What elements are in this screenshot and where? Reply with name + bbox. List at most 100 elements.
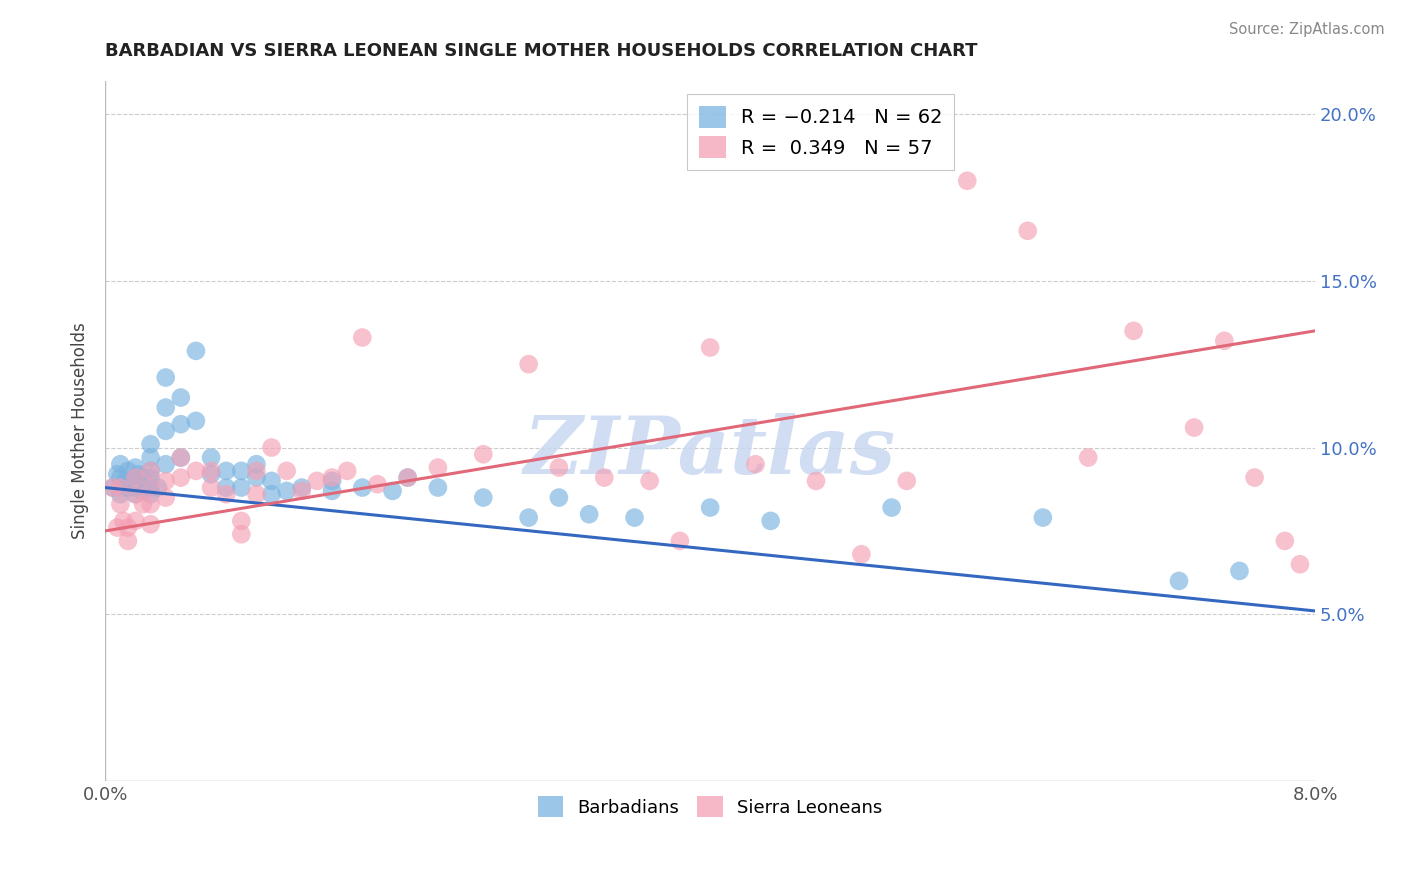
Point xyxy=(139,517,162,532)
Point xyxy=(245,457,267,471)
Point xyxy=(956,174,979,188)
Point xyxy=(851,547,873,561)
Legend: Barbadians, Sierra Leoneans: Barbadians, Sierra Leoneans xyxy=(530,789,890,824)
Point xyxy=(155,401,177,415)
Point xyxy=(184,464,207,478)
Point xyxy=(105,467,128,482)
Point xyxy=(321,474,343,488)
Point xyxy=(260,487,283,501)
Text: BARBADIAN VS SIERRA LEONEAN SINGLE MOTHER HOUSEHOLDS CORRELATION CHART: BARBADIAN VS SIERRA LEONEAN SINGLE MOTHE… xyxy=(105,42,977,60)
Point xyxy=(215,464,238,478)
Point xyxy=(699,500,721,515)
Point xyxy=(321,470,343,484)
Point xyxy=(200,481,222,495)
Point xyxy=(117,481,139,495)
Point xyxy=(114,474,136,488)
Point xyxy=(139,437,162,451)
Point xyxy=(1274,533,1296,548)
Point xyxy=(321,483,343,498)
Point xyxy=(139,487,162,501)
Point xyxy=(245,464,267,478)
Point xyxy=(215,487,238,501)
Point xyxy=(396,470,419,484)
Point xyxy=(804,474,827,488)
Point xyxy=(426,460,449,475)
Point xyxy=(127,467,149,482)
Point xyxy=(117,520,139,534)
Point xyxy=(139,481,162,495)
Point xyxy=(578,508,600,522)
Point xyxy=(352,481,374,495)
Point xyxy=(336,464,359,478)
Point xyxy=(117,533,139,548)
Point xyxy=(139,470,162,484)
Point xyxy=(291,481,314,495)
Point xyxy=(1213,334,1236,348)
Point xyxy=(381,483,404,498)
Point xyxy=(170,450,193,465)
Point xyxy=(105,520,128,534)
Point xyxy=(139,450,162,465)
Text: ZIPatlas: ZIPatlas xyxy=(524,413,896,491)
Point xyxy=(170,417,193,432)
Point xyxy=(517,357,540,371)
Point xyxy=(170,391,193,405)
Point xyxy=(548,491,571,505)
Point xyxy=(132,497,155,511)
Point xyxy=(517,510,540,524)
Point xyxy=(396,470,419,484)
Point xyxy=(744,457,766,471)
Point xyxy=(155,457,177,471)
Point xyxy=(200,467,222,482)
Point xyxy=(132,483,155,498)
Point xyxy=(101,481,124,495)
Point xyxy=(117,464,139,478)
Point xyxy=(623,510,645,524)
Point xyxy=(245,470,267,484)
Point xyxy=(1168,574,1191,588)
Point xyxy=(896,474,918,488)
Point xyxy=(155,370,177,384)
Point xyxy=(352,330,374,344)
Point xyxy=(699,341,721,355)
Point xyxy=(110,487,132,501)
Point xyxy=(139,464,162,478)
Point xyxy=(548,460,571,475)
Point xyxy=(110,457,132,471)
Point xyxy=(215,481,238,495)
Point xyxy=(1122,324,1144,338)
Point xyxy=(638,474,661,488)
Point xyxy=(139,481,162,495)
Point xyxy=(1077,450,1099,465)
Point xyxy=(260,474,283,488)
Point xyxy=(155,491,177,505)
Point xyxy=(276,483,298,498)
Point xyxy=(124,487,146,501)
Point xyxy=(669,533,692,548)
Point xyxy=(305,474,328,488)
Point xyxy=(110,470,132,484)
Point xyxy=(132,470,155,484)
Y-axis label: Single Mother Households: Single Mother Households xyxy=(72,323,89,540)
Point xyxy=(139,464,162,478)
Point xyxy=(110,497,132,511)
Point xyxy=(124,470,146,484)
Point xyxy=(170,470,193,484)
Point xyxy=(593,470,616,484)
Point xyxy=(184,343,207,358)
Point xyxy=(260,441,283,455)
Point xyxy=(1243,470,1265,484)
Point xyxy=(124,470,146,484)
Point xyxy=(426,481,449,495)
Point xyxy=(155,474,177,488)
Point xyxy=(1017,224,1039,238)
Point xyxy=(110,481,132,495)
Point xyxy=(880,500,903,515)
Point xyxy=(1229,564,1251,578)
Point xyxy=(124,460,146,475)
Point xyxy=(112,481,135,495)
Point xyxy=(139,497,162,511)
Point xyxy=(155,424,177,438)
Text: Source: ZipAtlas.com: Source: ZipAtlas.com xyxy=(1229,22,1385,37)
Point xyxy=(231,514,253,528)
